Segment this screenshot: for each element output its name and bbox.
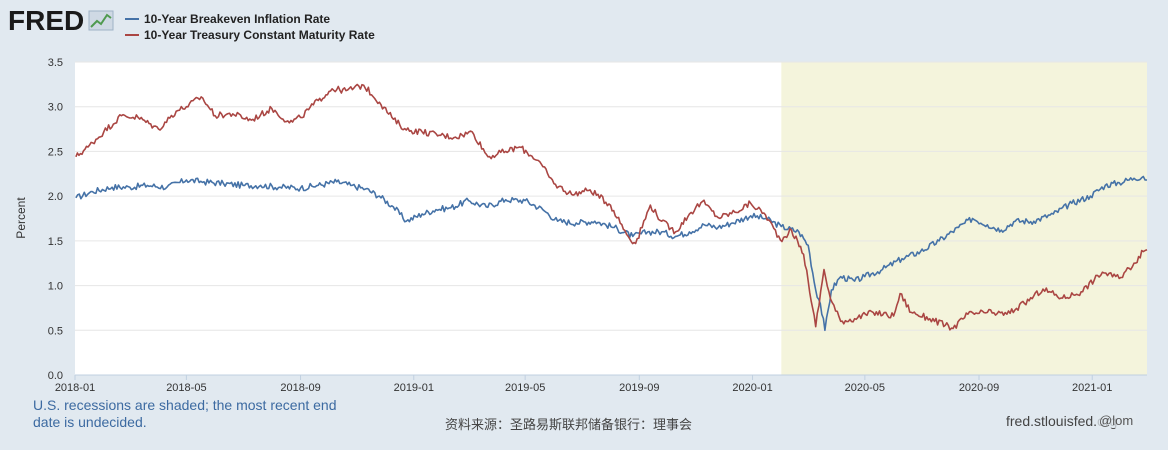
y-tick-label: 3.5 xyxy=(48,57,63,69)
x-tick-label: 2020-05 xyxy=(845,382,885,394)
y-tick-label: 0.0 xyxy=(48,370,63,382)
watermark: @lom xyxy=(1096,413,1136,428)
recession-note: U.S. recessions are shaded; the most rec… xyxy=(33,397,353,431)
line-chart-icon xyxy=(89,11,113,30)
fred-logo[interactable]: FRED xyxy=(8,5,84,36)
y-tick-label: 2.0 xyxy=(48,191,63,203)
y-tick-label: 2.5 xyxy=(48,146,63,158)
x-tick-label: 2018-09 xyxy=(280,382,320,394)
legend: 10-Year Breakeven Inflation Rate 10-Year… xyxy=(125,12,375,42)
legend-label-breakeven: 10-Year Breakeven Inflation Rate xyxy=(144,12,330,26)
y-tick-label: 3.0 xyxy=(48,102,63,114)
y-tick-label: 0.5 xyxy=(48,325,63,337)
legend-label-treasury: 10-Year Treasury Constant Maturity Rate xyxy=(144,28,375,42)
y-axis-label: Percent xyxy=(14,197,28,239)
x-tick-label: 2019-09 xyxy=(619,382,659,394)
x-tick-label: 2021-01 xyxy=(1072,382,1112,394)
y-tick-label: 1.5 xyxy=(48,236,63,248)
recession-shading xyxy=(781,62,1147,375)
x-tick-label: 2019-05 xyxy=(505,382,545,394)
x-tick-label: 2018-01 xyxy=(55,382,95,394)
x-tick-label: 2020-09 xyxy=(959,382,999,394)
x-tick-label: 2020-01 xyxy=(732,382,772,394)
x-tick-label: 2018-05 xyxy=(166,382,206,394)
source-text: 资料来源：圣路易斯联邦储备银行：理事会 xyxy=(445,414,692,433)
y-tick-label: 1.0 xyxy=(48,281,63,293)
x-tick-label: 2019-01 xyxy=(394,382,434,394)
